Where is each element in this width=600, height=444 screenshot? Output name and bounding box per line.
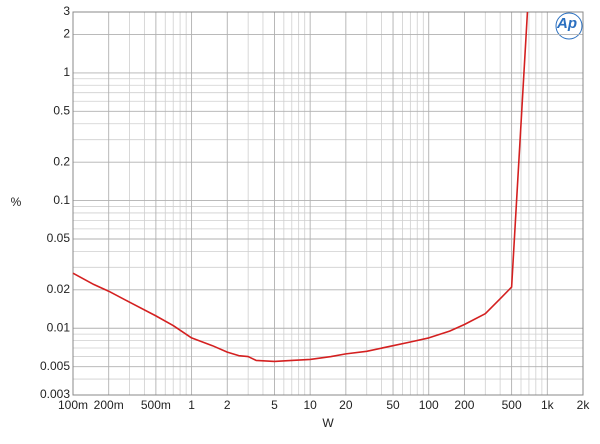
x-tick-label: 200m (94, 398, 124, 412)
x-tick-label: 200 (454, 398, 474, 412)
y-tick-label: 3 (63, 4, 70, 18)
x-tick-label: 10 (303, 398, 317, 412)
y-tick-label: 0.2 (53, 154, 70, 168)
y-tick-label: 0.01 (47, 320, 71, 334)
y-tick-label: 0.05 (47, 231, 71, 245)
x-tick-label: 20 (339, 398, 353, 412)
plot-frame (72, 11, 584, 396)
y-axis-label: % (11, 195, 22, 209)
y-tick-label: 0.005 (40, 359, 70, 373)
x-tick-label: 1 (188, 398, 195, 412)
y-tick-label: 1 (63, 65, 70, 79)
x-tick-label: 100m (58, 398, 88, 412)
x-tick-label: 1k (541, 398, 555, 412)
x-tick-label: 50 (386, 398, 400, 412)
y-tick-label: 0.5 (53, 104, 70, 118)
x-axis-label: W (322, 416, 334, 430)
y-tick-label: 0.1 (53, 193, 70, 207)
y-tick-label: 0.003 (40, 387, 70, 401)
y-tick-label: 2 (63, 27, 70, 41)
logo-ring (555, 12, 583, 40)
x-tick-label: 2k (577, 398, 591, 412)
x-tick-label: 100 (419, 398, 439, 412)
y-tick-label: 0.02 (47, 282, 71, 296)
series-line (72, 11, 529, 363)
x-tick-label: 500 (502, 398, 522, 412)
x-tick-label: 5 (271, 398, 278, 412)
logo: Ap (556, 15, 577, 32)
x-tick-label: 2 (224, 398, 231, 412)
x-tick-label: 500m (141, 398, 171, 412)
